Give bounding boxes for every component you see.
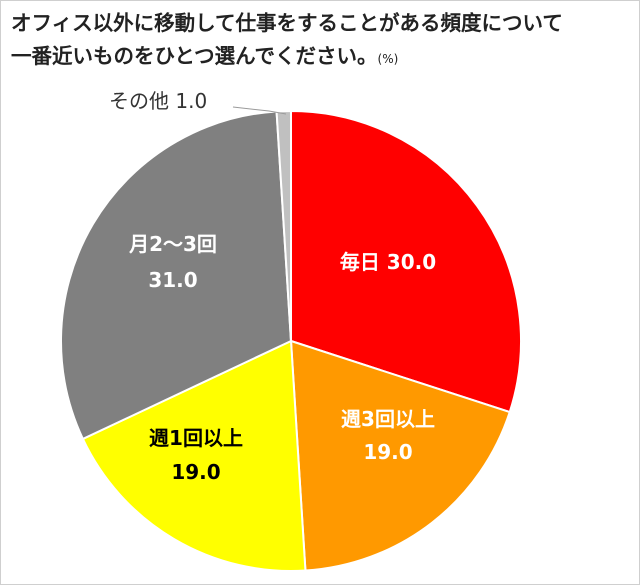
pie-slice-weekly (81, 339, 307, 572)
slice-label-weekly: 週1回以上 (149, 426, 243, 450)
chart-title-line1: オフィス以外に移動して仕事をすることがある頻度について (11, 11, 563, 35)
slice-value-three-per-week: 19.0 (363, 440, 412, 464)
chart-unit: (%) (377, 52, 399, 66)
slice-value-weekly: 19.0 (171, 460, 220, 484)
pie-slice-three-per-week (289, 339, 512, 572)
leader-line-other (232, 106, 287, 115)
chart-title-line2: 一番近いものをひとつ選んでください。 (11, 44, 378, 68)
slice-label-three-per-week: 週3回以上 (341, 407, 435, 431)
slice-value-monthly: 31.0 (148, 268, 197, 292)
chart-title: オフィス以外に移動して仕事をすることがある頻度について 一番近いものをひとつ選ん… (11, 7, 563, 76)
pie-slice-other (275, 109, 292, 342)
pie-slice-daily (290, 109, 522, 414)
slice-label-other: その他 1.0 (109, 89, 207, 113)
pie-slice-monthly (60, 110, 293, 441)
slice-label-monthly: 月2～3回 (128, 232, 217, 256)
slice-label-daily: 毎日 30.0 (340, 250, 436, 274)
